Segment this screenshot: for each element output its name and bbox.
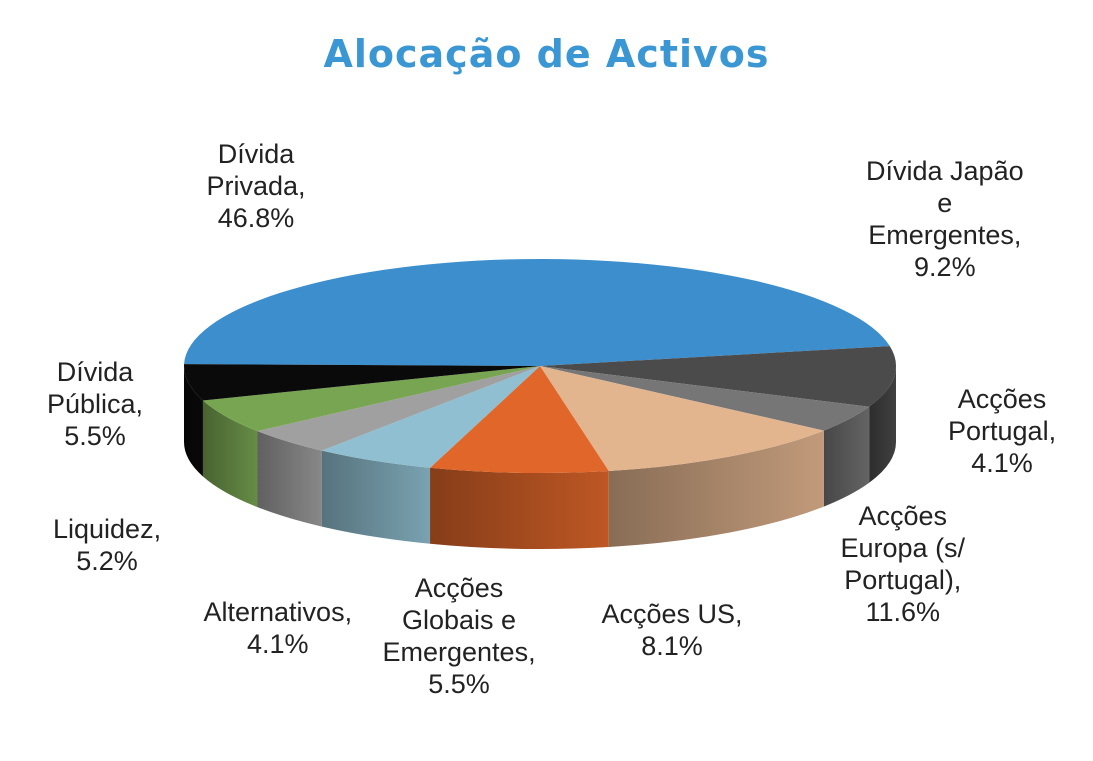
pie-slice-alternativos xyxy=(257,366,540,451)
pie-side-accoes-europa-s-portugal xyxy=(608,430,824,547)
pie-side-accoes-portugal xyxy=(823,406,870,507)
pie-side-accoes-globais-e-emergentes xyxy=(321,450,431,544)
pie-slice-accoes-us xyxy=(430,366,609,473)
pie-slice-liquidez xyxy=(202,366,540,432)
slice-label-divida-publica: Dívida Pública, 5.5% xyxy=(47,357,144,451)
pie-slice-divida-publica xyxy=(184,364,540,401)
pie-side-divida-japao-e-emergentes xyxy=(869,366,896,483)
pie-slice-divida-japao-e-emergentes xyxy=(540,346,896,407)
slice-label-alternativos: Alternativos, 4.1% xyxy=(203,597,353,659)
pie-side-liquidez xyxy=(202,400,258,508)
pie-side-divida-publica xyxy=(184,366,203,477)
pie-slice-accoes-globais-e-emergentes xyxy=(321,366,540,468)
pie-slice-divida-privada xyxy=(184,258,890,366)
pie-slice-accoes-portugal xyxy=(540,366,870,431)
slice-label-divida-japao-e-emergentes: Dívida Japão e Emergentes, 9.2% xyxy=(866,156,1024,282)
chart-title: Alocação de Activos xyxy=(323,32,770,76)
slice-label-accoes-europa-s-portugal: Acções Europa (s/ Portugal), 11.6% xyxy=(840,501,966,627)
slice-label-accoes-portugal: Acções Portugal, 4.1% xyxy=(948,384,1057,478)
slice-label-accoes-us: Acções US, 8.1% xyxy=(601,599,743,661)
pie-side-alternativos xyxy=(257,431,322,527)
pie-slice-accoes-europa-s-portugal xyxy=(540,366,824,471)
slice-label-liquidez: Liquidez, 5.2% xyxy=(53,514,162,576)
pie-side-accoes-us xyxy=(430,467,609,549)
slice-label-divida-privada: Dívida Privada, 46.8% xyxy=(206,139,306,233)
slice-label-accoes-globais-e-emergentes: Acções Globais e Emergentes, 5.5% xyxy=(382,573,536,699)
